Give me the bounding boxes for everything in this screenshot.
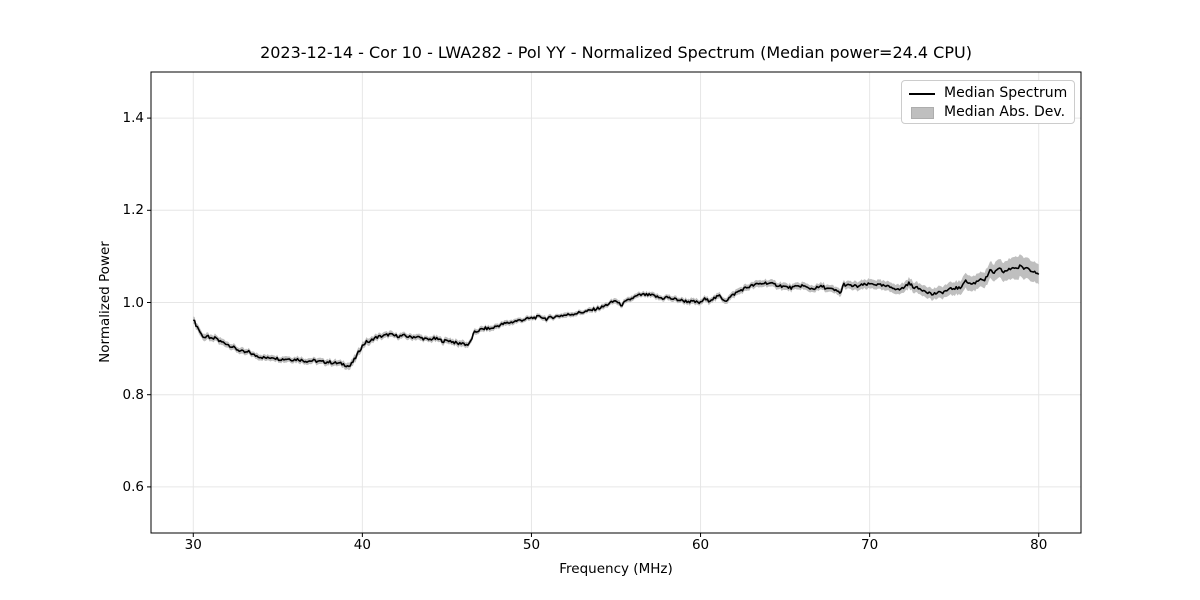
legend-label-median-spectrum: Median Spectrum xyxy=(944,85,1068,101)
mad-band xyxy=(193,254,1039,371)
chart-title: 2023-12-14 - Cor 10 - LWA282 - Pol YY - … xyxy=(260,43,972,62)
legend-entry-median-abs-dev: Median Abs. Dev. xyxy=(909,103,1074,122)
median-spectrum-line xyxy=(193,264,1040,368)
legend-patch-sample-icon xyxy=(910,106,934,119)
legend-line-sample-icon xyxy=(909,92,935,95)
median-spectrum-path xyxy=(193,264,1040,368)
legend-entry-median-spectrum: Median Spectrum xyxy=(909,84,1074,103)
x-axis-label: Frequency (MHz) xyxy=(559,561,673,577)
legend: Median Spectrum Median Abs. Dev. xyxy=(901,80,1075,124)
y-axis-label-text: Normalized Power xyxy=(97,241,113,363)
axis-ticks xyxy=(147,117,1040,537)
legend-handle xyxy=(909,106,935,119)
mad-band-area xyxy=(193,254,1039,371)
legend-handle xyxy=(909,92,935,95)
axes-frame xyxy=(150,71,1082,534)
legend-label-median-abs-dev: Median Abs. Dev. xyxy=(944,104,1066,120)
